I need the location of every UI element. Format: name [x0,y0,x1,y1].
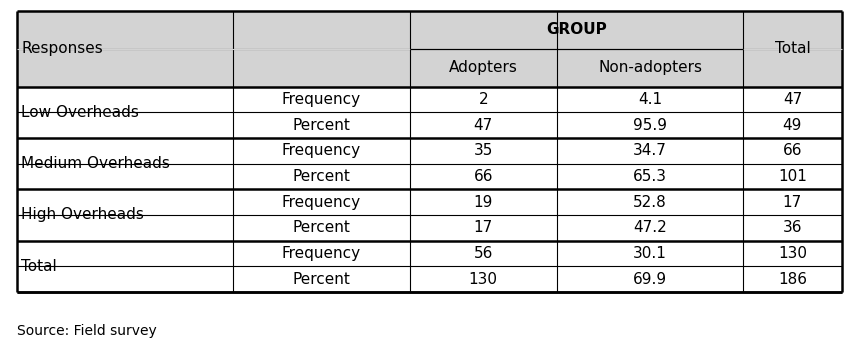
Text: 186: 186 [778,272,807,287]
Text: 66: 66 [473,169,493,184]
Text: 30.1: 30.1 [633,246,667,261]
Text: 65.3: 65.3 [633,169,667,184]
Text: Frequency: Frequency [281,92,361,107]
Text: 52.8: 52.8 [633,195,667,210]
Text: 56: 56 [473,246,493,261]
Text: 2: 2 [479,92,488,107]
Text: 17: 17 [783,195,802,210]
Text: Source: Field survey: Source: Field survey [17,324,156,338]
Text: 69.9: 69.9 [633,272,667,287]
Text: Frequency: Frequency [281,195,361,210]
Text: High Overheads: High Overheads [21,208,144,222]
Text: 101: 101 [778,169,807,184]
Text: 4.1: 4.1 [638,92,662,107]
Text: 47.2: 47.2 [633,220,667,235]
Text: 66: 66 [783,143,802,158]
Text: 49: 49 [783,117,802,132]
Text: Frequency: Frequency [281,143,361,158]
Text: GROUP: GROUP [546,22,607,37]
Text: Non-adopters: Non-adopters [598,60,702,75]
Text: 130: 130 [778,246,807,261]
Text: Percent: Percent [292,117,350,132]
Text: Total: Total [774,41,810,56]
Text: 130: 130 [468,272,498,287]
Text: Percent: Percent [292,272,350,287]
Text: Percent: Percent [292,220,350,235]
Text: 34.7: 34.7 [633,143,667,158]
Text: 19: 19 [473,195,493,210]
Text: Frequency: Frequency [281,246,361,261]
Text: 17: 17 [473,220,493,235]
Text: 35: 35 [473,143,493,158]
Text: Medium Overheads: Medium Overheads [21,156,170,171]
Text: Adopters: Adopters [449,60,518,75]
Bar [17,11,842,87]
Text: Low Overheads: Low Overheads [21,105,139,120]
Text: Total: Total [21,259,57,274]
Text: Percent: Percent [292,169,350,184]
Bar [17,87,842,292]
Text: 95.9: 95.9 [633,117,667,132]
Text: 47: 47 [783,92,802,107]
Text: 47: 47 [473,117,493,132]
Text: Responses: Responses [21,41,103,56]
Text: 36: 36 [783,220,802,235]
